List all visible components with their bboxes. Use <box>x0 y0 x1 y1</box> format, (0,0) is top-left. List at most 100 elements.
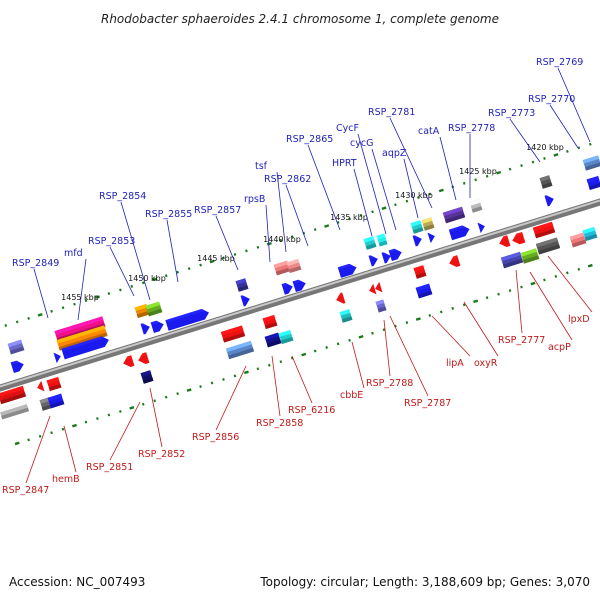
gene-label: RSP_2856 <box>192 432 239 443</box>
gene-feature <box>145 301 163 317</box>
gene-feature <box>448 225 470 241</box>
gene-feature <box>7 339 25 355</box>
gene-feature <box>469 199 483 213</box>
track-tick <box>531 160 535 164</box>
gene-leader-line <box>109 246 135 297</box>
track-tick <box>119 288 122 292</box>
gene-label: lpxD <box>568 314 590 325</box>
track-tick <box>279 238 283 242</box>
gene-leader-line <box>166 219 179 283</box>
track-tick <box>348 217 351 221</box>
track-tick <box>129 406 135 410</box>
track-tick <box>222 377 225 381</box>
track-tick <box>313 349 317 353</box>
track-tick <box>119 409 122 413</box>
gene-label: RSP_2851 <box>86 462 133 473</box>
track-tick <box>130 284 134 288</box>
track-tick <box>381 206 387 211</box>
gene-leader-line <box>63 425 77 473</box>
track-tick <box>473 299 479 304</box>
gene-leader-line <box>529 271 573 341</box>
gene-feature <box>421 217 435 231</box>
track-tick <box>301 352 307 357</box>
gene-leader-line <box>515 269 523 334</box>
track-tick <box>438 188 444 193</box>
gene-leader-line <box>389 117 433 209</box>
track-tick <box>428 192 432 196</box>
track-tick <box>164 274 168 278</box>
track-tick <box>451 306 455 310</box>
gene-feature <box>544 195 554 207</box>
gene-leader-line <box>403 158 419 219</box>
track-tick <box>485 296 489 300</box>
track-tick <box>474 178 477 182</box>
gene-feature <box>286 258 302 274</box>
track-tick <box>27 438 30 442</box>
gene-feature <box>415 283 433 299</box>
gene-feature <box>532 221 556 239</box>
track-tick <box>496 170 502 175</box>
gene-label: RSP_2788 <box>366 378 413 389</box>
track-tick <box>210 381 214 385</box>
track-tick <box>415 317 421 321</box>
scale-label: 1450 kbp <box>128 274 166 283</box>
gene-leader-line <box>120 201 151 301</box>
scale-label: 1435 kbp <box>330 213 368 222</box>
gene-leader-line <box>357 133 387 235</box>
track-tick <box>336 342 340 346</box>
track-tick <box>50 431 53 435</box>
track-tick <box>176 270 179 274</box>
track-tick <box>279 360 283 364</box>
gene-feature <box>520 248 540 264</box>
gene-feature <box>61 336 109 360</box>
scale-label: 1425 kbp <box>459 167 497 176</box>
track-tick <box>84 299 88 303</box>
gene-leader-line <box>439 136 457 201</box>
track-tick <box>141 402 145 406</box>
track-tick <box>324 224 330 228</box>
gene-leader-line <box>271 355 281 417</box>
gene-feature <box>381 252 391 264</box>
gene-leader-line <box>353 168 373 237</box>
gene-feature <box>477 222 485 234</box>
track-tick <box>577 267 581 271</box>
gene-leader-line <box>33 268 49 319</box>
gene-leader-line <box>276 171 287 253</box>
gene-label: RSP_2770 <box>528 94 575 105</box>
track-tick <box>439 310 443 314</box>
track-tick <box>325 346 328 349</box>
gene-leader-line <box>351 341 365 389</box>
gene-label: HPRT <box>332 158 357 169</box>
gene-label: acpP <box>548 342 571 353</box>
gene-label: oxyR <box>474 358 498 369</box>
gene-feature <box>442 206 466 224</box>
accession-text: Accession: NC_007493 <box>9 575 145 589</box>
gene-label: RSP_2865 <box>286 134 333 145</box>
track-tick <box>266 241 272 246</box>
gene-leader-line <box>215 365 247 431</box>
track-tick <box>508 289 512 293</box>
gene-feature <box>535 237 561 255</box>
track-tick <box>462 181 466 185</box>
gene-feature <box>375 299 387 313</box>
gene-feature <box>150 320 164 334</box>
gene-leader-line <box>149 387 163 448</box>
gene-leader-line <box>509 118 541 163</box>
track-tick <box>27 316 30 320</box>
gene-leader-line <box>463 301 499 357</box>
gene-feature <box>46 376 62 392</box>
track-tick <box>141 281 145 285</box>
gene-feature <box>138 352 150 364</box>
gene-feature <box>134 303 150 319</box>
track-tick <box>233 374 237 378</box>
track-tick <box>428 314 432 317</box>
track-tick <box>38 434 42 438</box>
track-tick <box>199 263 202 267</box>
gene-leader-line <box>547 255 593 313</box>
track-tick <box>107 292 111 295</box>
gene-leader-line <box>383 319 391 377</box>
track-tick <box>256 367 260 371</box>
gene-feature <box>539 175 553 189</box>
